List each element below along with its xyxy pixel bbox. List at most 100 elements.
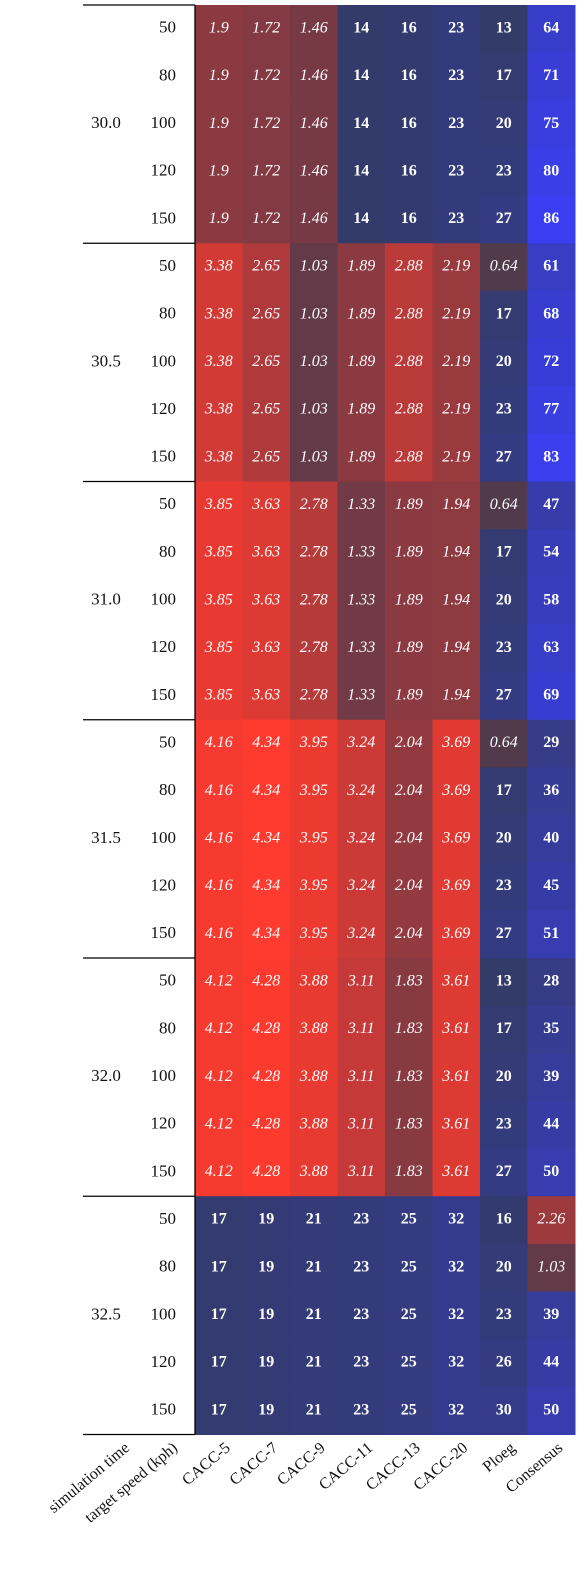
cell-value: 3.11 — [347, 1020, 375, 1037]
cell-value: 3.85 — [204, 544, 233, 561]
heat-cell — [480, 1148, 528, 1197]
heat-cell — [385, 1053, 433, 1102]
cell-value: 4.34 — [252, 877, 280, 894]
cell-value: 4.12 — [205, 1163, 233, 1180]
heat-cell — [432, 147, 481, 197]
target-speed: 80 — [159, 304, 176, 323]
target-speed: 50 — [159, 18, 176, 37]
cell-value: 75 — [543, 115, 559, 132]
heat-cell — [242, 290, 291, 340]
cell-value: 1.94 — [442, 591, 470, 608]
cell-value: 25 — [401, 1401, 417, 1418]
heat-cell — [290, 576, 338, 625]
heat-cell — [527, 1386, 576, 1435]
cell-value: 3.11 — [347, 1163, 375, 1180]
cell-value: 2.19 — [442, 305, 470, 322]
cell-value: 1.89 — [347, 401, 375, 418]
cell-value: 23 — [353, 1306, 369, 1323]
target-speed: 120 — [151, 637, 177, 656]
heat-cell — [480, 767, 528, 816]
heat-cell — [242, 1386, 291, 1435]
cell-value: 3.69 — [441, 830, 470, 847]
cell-value: 23 — [448, 19, 464, 36]
cell-value: 3.38 — [204, 258, 233, 275]
cell-value: 23 — [353, 1258, 369, 1275]
heat-cell — [337, 290, 386, 340]
target-speed: 100 — [151, 828, 177, 847]
cell-value: 17 — [496, 305, 512, 322]
heat-cell — [242, 672, 291, 721]
target-speed: 80 — [159, 1018, 176, 1037]
heat-cell — [480, 290, 528, 340]
heat-cell — [290, 1339, 338, 1388]
heat-cell — [290, 1100, 338, 1150]
cell-value: 17 — [211, 1258, 227, 1275]
cell-value: 19 — [258, 1258, 274, 1275]
cell-value: 13 — [496, 19, 512, 36]
heat-cell — [290, 100, 338, 149]
target-speed: 80 — [159, 780, 176, 799]
heat-cell — [195, 624, 243, 673]
cell-value: 3.85 — [204, 639, 233, 656]
target-speed: 100 — [151, 590, 177, 609]
cell-value: 3.95 — [299, 925, 328, 942]
cell-value: 1.89 — [347, 305, 375, 322]
cell-value: 2.78 — [300, 687, 328, 704]
cell-value: 4.16 — [205, 877, 233, 894]
heat-cell — [480, 195, 528, 244]
cell-value: 21 — [306, 1258, 322, 1275]
cell-value: 45 — [543, 877, 559, 894]
cell-value: 44 — [543, 1115, 559, 1132]
cell-value: 1.72 — [252, 162, 280, 179]
cell-value: 4.12 — [205, 972, 233, 989]
cell-value: 20 — [496, 591, 512, 608]
cell-value: 16 — [401, 67, 417, 84]
cell-value: 68 — [543, 305, 559, 322]
cell-value: 1.33 — [347, 639, 375, 656]
heat-cell — [337, 862, 386, 911]
cell-value: 23 — [496, 1306, 512, 1323]
cell-value: 17 — [211, 1211, 227, 1228]
cell-value: 1.89 — [347, 353, 375, 370]
cell-value: 1.72 — [252, 115, 280, 132]
heat-cell — [242, 195, 291, 244]
heat-cell — [195, 5, 243, 54]
heat-cell — [432, 52, 481, 101]
cell-value: 3.38 — [204, 305, 233, 322]
cell-value: 1.94 — [442, 544, 470, 561]
cell-value: 47 — [543, 496, 559, 513]
heat-cell — [432, 672, 481, 721]
cell-value: 3.61 — [441, 1020, 470, 1037]
heat-cell — [337, 52, 386, 101]
cell-value: 4.12 — [205, 1020, 233, 1037]
cell-value: 2.19 — [442, 353, 470, 370]
cell-value: 1.03 — [300, 258, 328, 275]
heat-cell — [290, 195, 338, 244]
cell-value: 23 — [496, 1115, 512, 1132]
heat-cell — [527, 243, 576, 292]
cell-value: 1.46 — [300, 162, 328, 179]
heat-cell — [432, 1243, 481, 1293]
cell-value: 14 — [353, 210, 369, 227]
cell-value: 14 — [353, 162, 369, 179]
heat-cell — [242, 719, 291, 768]
cell-value: 1.89 — [395, 496, 423, 513]
heat-cell — [432, 862, 481, 911]
cell-value: 25 — [401, 1306, 417, 1323]
cell-value: 3.63 — [251, 687, 280, 704]
heat-cell — [480, 5, 528, 54]
cell-value: 4.16 — [205, 782, 233, 799]
cell-value: 80 — [543, 162, 559, 179]
cell-value: 20 — [496, 115, 512, 132]
cell-value: 3.63 — [251, 639, 280, 656]
cell-value: 1.72 — [252, 210, 280, 227]
cell-value: 3.61 — [441, 1115, 470, 1132]
heat-cell — [385, 338, 433, 387]
heat-cell — [432, 1196, 481, 1245]
heat-cell — [337, 1148, 386, 1197]
heat-cell — [527, 5, 576, 54]
cell-value: 4.28 — [252, 1068, 280, 1085]
heat-cell — [527, 433, 576, 482]
heat-cell — [195, 195, 243, 244]
heat-cell — [527, 1100, 576, 1150]
